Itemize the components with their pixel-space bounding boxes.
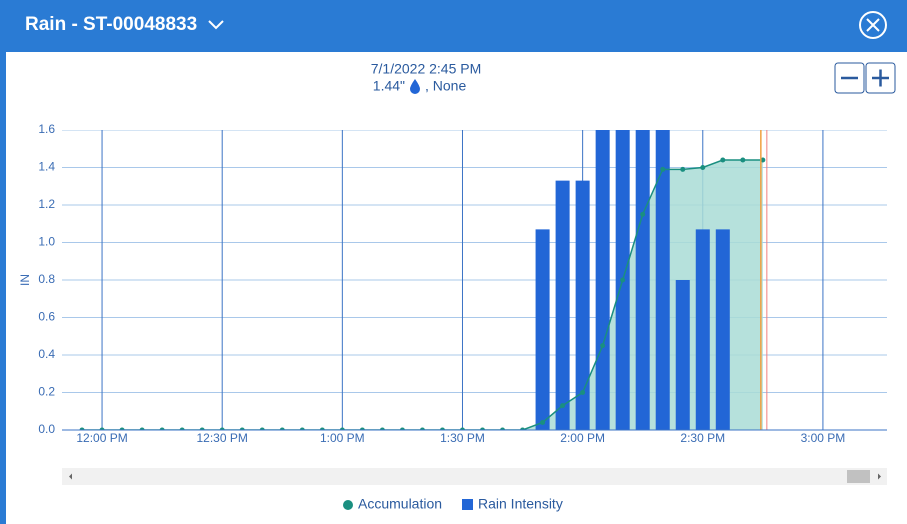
intensity-bar [655,130,670,430]
x-tick-label: 2:30 PM [680,431,725,445]
intensity-bar [715,229,730,430]
intensity-bar [615,130,630,430]
x-tick-label: 1:30 PM [440,431,485,445]
accumulation-point [139,427,145,430]
y-tick-label: 1.4 [38,160,55,174]
readout-time: 7/1/2022 2:45 PM [371,61,482,77]
intensity-bar [575,180,590,430]
accumulation-point [299,427,305,430]
y-axis-label: IN [18,274,32,286]
accumulation-point [199,427,205,430]
legend-marker [462,499,473,510]
zoom-in[interactable] [865,62,896,94]
left-edge [0,0,6,524]
accumulation-point [399,427,405,430]
accumulation-point [560,403,566,409]
accumulation-point [640,211,646,217]
y-tick-label: 0.0 [38,422,55,436]
accumulation-point [119,427,125,430]
intensity-bar [635,130,650,430]
intensity-bar [675,280,690,430]
y-tick-label: 0.4 [38,347,55,361]
legend-label: Accumulation [358,496,442,512]
accumulation-point [740,157,746,163]
accumulation-point [259,427,265,430]
intensity-bar [555,180,570,430]
zoom-out[interactable] [834,62,865,94]
header-title[interactable]: Rain - ST-00048833 [25,14,197,35]
accumulation-point [540,420,546,425]
accumulation-point [600,343,606,349]
accumulation-point [419,427,425,430]
intensity-bar [595,130,610,430]
accumulation-point [319,427,325,430]
scroll-track [62,468,887,485]
accumulation-point [500,427,506,430]
axes: 0.0 0.2 0.4 0.6 0.8 1.0 1.2 1.4 1.6 12:00 PM 12:30… [38,122,887,445]
accumulation-point [620,277,626,283]
accumulation-point [439,427,445,430]
dropdown-chevron[interactable] [208,20,224,30]
accumulation-point [239,427,245,430]
accumulation-point [480,427,486,430]
readout-condition: , None [425,78,466,94]
x-tick-label: 3:00 PM [801,431,846,445]
y-tick-label: 1.2 [38,197,55,211]
scroll-right-arrow[interactable] [878,473,881,480]
legend-label: Rain Intensity [478,496,563,512]
accumulation-point [99,427,105,430]
scrollbar[interactable] [62,468,887,485]
accumulation-point [680,166,686,172]
y-tick-label: 1.6 [38,122,55,136]
readout-amount: 1.44" [373,78,405,94]
accumulation-point [359,427,365,430]
accumulation-point [279,427,285,430]
scroll-thumb[interactable] [847,470,870,483]
x-tick-label: 2:00 PM [560,431,605,445]
intensity-bar [695,229,710,430]
legend-marker [343,500,353,510]
scroll-left-arrow[interactable] [69,473,72,480]
accumulation-line [82,159,763,430]
legend: Accumulation Rain Intensity [343,496,563,512]
accumulation-point [159,427,165,430]
y-tick-label: 0.6 [38,310,55,324]
close-circle [859,11,887,39]
plus-icon [872,69,889,87]
close-x [866,18,880,32]
intensity-bar [535,229,550,430]
accumulation-point [459,427,465,430]
accumulation-point [379,427,385,430]
close-button[interactable] [859,11,887,39]
header-bar [0,0,907,52]
accumulation-point [700,165,706,170]
y-tick-label: 1.0 [38,235,55,249]
plot-area [62,130,887,430]
accumulation-point [720,157,726,163]
accumulation-point [660,166,666,172]
y-tick-label: 0.8 [38,272,55,286]
accumulation-point [580,390,586,395]
accumulation-point [79,427,85,430]
x-tick-label: 12:30 PM [197,431,248,445]
accumulation-point [219,427,225,430]
accumulation-point [339,427,345,430]
drop-icon [410,79,420,94]
accumulation-point [520,427,526,430]
y-tick-label: 0.2 [38,385,55,399]
accumulation-point [179,427,185,430]
x-tick-label: 1:00 PM [320,431,365,445]
x-tick-label: 12:00 PM [76,431,127,445]
